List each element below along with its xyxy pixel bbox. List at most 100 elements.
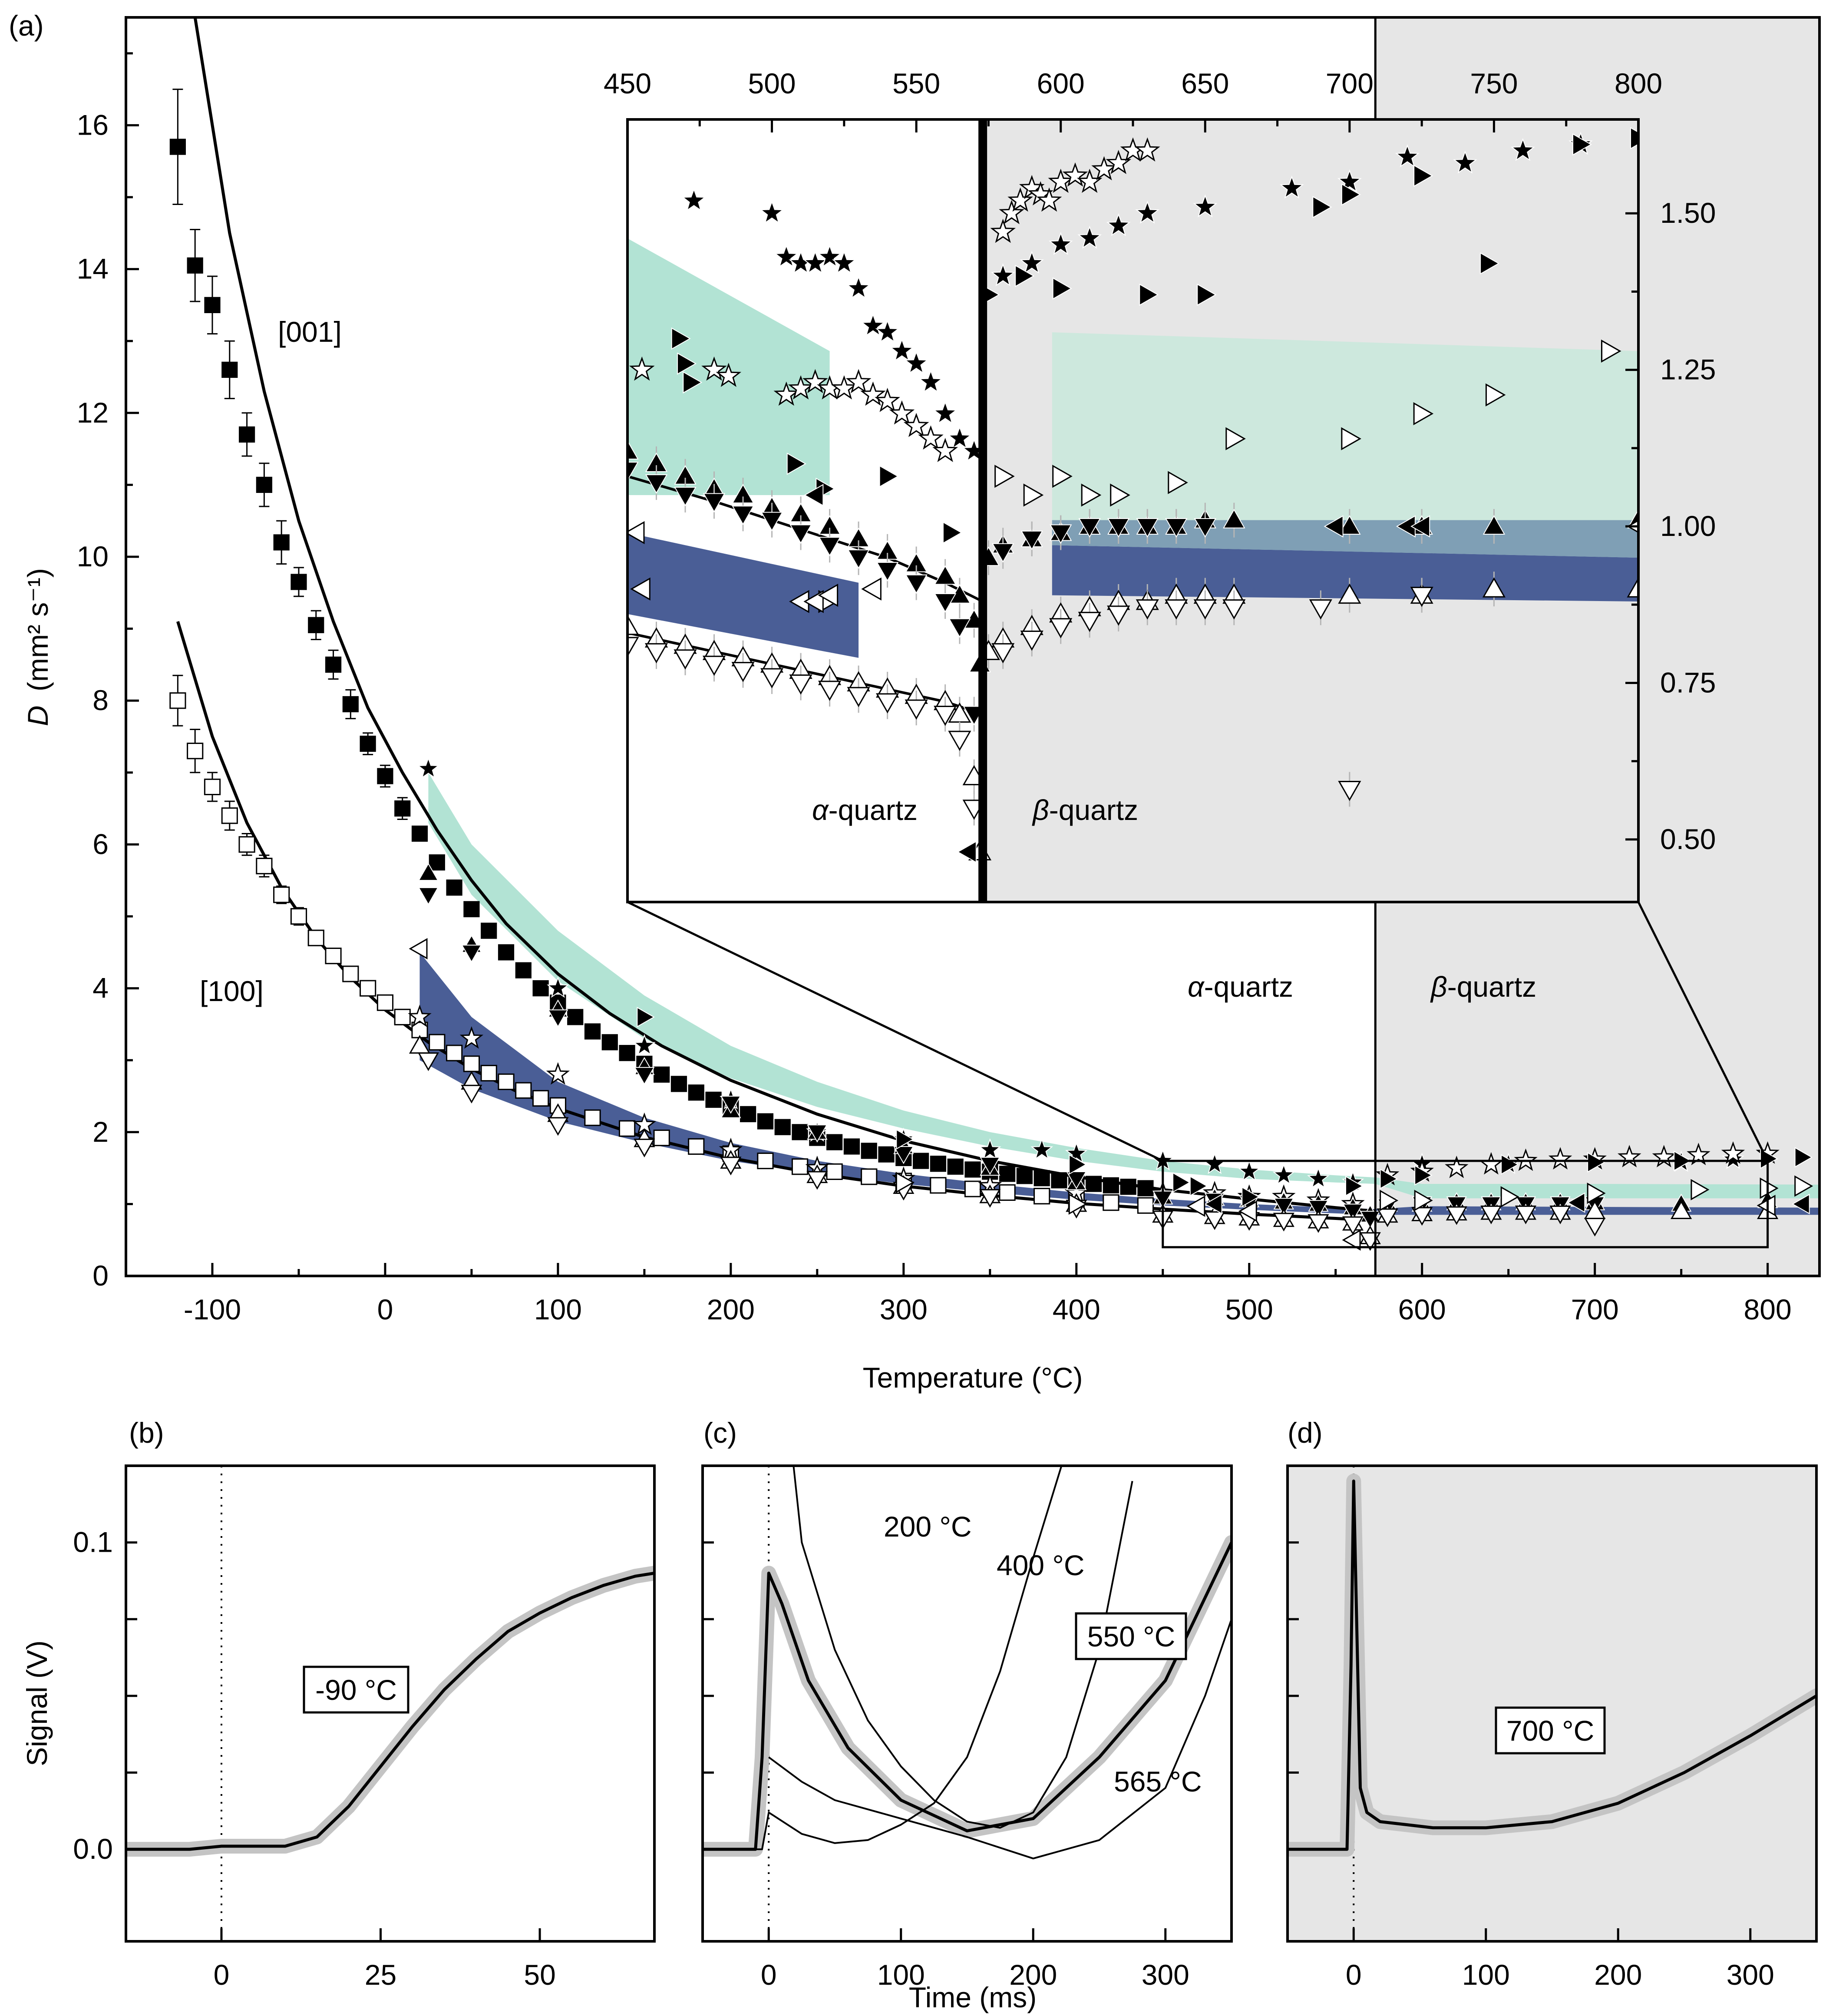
inset-point-7 bbox=[1136, 599, 1159, 620]
inset-point-1 bbox=[875, 387, 900, 412]
data-point-1 bbox=[999, 1184, 1016, 1201]
inset-point-0 bbox=[933, 401, 958, 424]
inset-point-2 bbox=[671, 327, 691, 350]
inset-point-5 bbox=[905, 574, 928, 594]
inset-point-5 bbox=[703, 493, 726, 513]
signal-traces-c bbox=[703, 1466, 1232, 1941]
inset-point-1 bbox=[629, 356, 655, 381]
signal-chart-d: 0 100 200 300 (d) 700 °C bbox=[1286, 1417, 1818, 1991]
x-tick-label: 100 bbox=[877, 1959, 925, 1991]
data-point-0 bbox=[394, 800, 411, 817]
data-point-1 bbox=[394, 1008, 411, 1025]
inset-point-5 bbox=[732, 506, 754, 525]
data-point-9 bbox=[1691, 1179, 1710, 1200]
frame-d bbox=[1286, 1464, 1818, 1943]
inset-point-6 bbox=[627, 615, 639, 635]
data-point-0 bbox=[342, 696, 359, 713]
data-point-0 bbox=[878, 1146, 895, 1163]
data-point-0 bbox=[481, 922, 497, 939]
inset-point-7 bbox=[627, 637, 639, 657]
inset-point-6 bbox=[1482, 577, 1506, 598]
inset-point-5 bbox=[645, 474, 668, 494]
beta-quartz-label: β-quartz bbox=[1430, 971, 1536, 1003]
axis-ticks: -100 0 100 200 300 400 500 600 700 800 0 2 4 6 8 10 12 14… bbox=[77, 52, 1792, 1325]
data-point-1 bbox=[169, 692, 186, 709]
axis-ticks-d: 0 100 200 300 bbox=[1288, 1541, 1774, 1991]
data-point-0 bbox=[325, 656, 342, 673]
x-tick-label: 200 bbox=[1594, 1959, 1642, 1991]
data-point-3 bbox=[1548, 1147, 1572, 1170]
data-point-1 bbox=[204, 778, 221, 796]
inset-point-7 bbox=[702, 655, 726, 676]
inset-point-1 bbox=[831, 375, 857, 400]
inset-point-7 bbox=[1309, 599, 1332, 620]
data-point-5 bbox=[1066, 1171, 1087, 1190]
x-tick-label: 500 bbox=[1225, 1293, 1273, 1325]
inset-point-2 bbox=[1480, 252, 1500, 275]
y-tick-label: 0 bbox=[92, 1259, 109, 1292]
inset-point-1 bbox=[1134, 137, 1160, 162]
inset-x-tick-label: 550 bbox=[892, 67, 940, 99]
signal-trace bbox=[703, 1542, 1232, 1851]
inset-point-1 bbox=[773, 381, 799, 406]
data-point-5 bbox=[807, 1124, 828, 1143]
data-point-1 bbox=[480, 1064, 497, 1082]
inset-x-tick-label: 650 bbox=[1181, 67, 1229, 99]
label-550c: 550 °C bbox=[1087, 1620, 1176, 1652]
x-tick-label: 600 bbox=[1398, 1293, 1446, 1325]
data-point-3 bbox=[459, 1026, 484, 1049]
inset-point-0 bbox=[1135, 200, 1160, 224]
data-point-10 bbox=[1567, 1192, 1585, 1213]
data-point-11 bbox=[1342, 1229, 1361, 1251]
inset-point-3 bbox=[1413, 402, 1434, 426]
inset-point-5 bbox=[1136, 518, 1159, 538]
data-point-0 bbox=[861, 1143, 877, 1159]
inset-point-2 bbox=[1572, 133, 1592, 156]
data-point-0 bbox=[256, 476, 272, 493]
inset-point-0 bbox=[682, 188, 706, 212]
inset-point-2 bbox=[1015, 264, 1035, 288]
x-tick-label: 300 bbox=[1727, 1959, 1774, 1991]
data-point-8 bbox=[1414, 1165, 1433, 1186]
x-tick-label: 100 bbox=[534, 1293, 582, 1325]
data-point-0 bbox=[913, 1153, 929, 1169]
inset-point-5 bbox=[1049, 524, 1072, 544]
data-point-2 bbox=[1065, 1142, 1088, 1163]
inset-point-5 bbox=[674, 486, 697, 506]
inset-x-tick-label: 750 bbox=[1470, 67, 1518, 99]
inset-point-7 bbox=[1078, 611, 1101, 632]
inset-point-7 bbox=[1222, 599, 1246, 620]
data-point-2 bbox=[547, 976, 569, 998]
data-point-11 bbox=[1186, 1195, 1205, 1217]
inset-point-2 bbox=[1197, 283, 1217, 306]
inset-point-5 bbox=[1078, 518, 1101, 538]
inset-point-0 bbox=[832, 251, 856, 274]
data-point-8 bbox=[637, 1007, 655, 1028]
data-point-9 bbox=[1068, 1193, 1087, 1215]
inset-y-tick-label: 1.00 bbox=[1660, 510, 1716, 542]
data-point-7 bbox=[1342, 1216, 1364, 1235]
inset-point-7 bbox=[1193, 599, 1217, 620]
y-tick-label: 16 bbox=[77, 109, 109, 141]
data-point-0 bbox=[740, 1106, 756, 1123]
inset-point-8 bbox=[804, 484, 824, 506]
inset-point-0 bbox=[1106, 213, 1131, 236]
inset-point-1 bbox=[1062, 162, 1088, 187]
data-point-0 bbox=[999, 1166, 1016, 1182]
inset-alpha-label: α-quartz bbox=[812, 794, 918, 826]
data-point-0 bbox=[360, 735, 376, 752]
data-point-0 bbox=[947, 1158, 964, 1175]
inset-point-5 bbox=[1194, 518, 1217, 538]
data-point-0 bbox=[826, 1134, 843, 1150]
signal-trace-thin bbox=[703, 1466, 1063, 1851]
data-point-0 bbox=[463, 901, 480, 918]
inset-data-points bbox=[627, 127, 1638, 869]
data-point-11 bbox=[409, 938, 428, 960]
data-point-9 bbox=[1414, 1190, 1433, 1211]
data-point-3 bbox=[1687, 1143, 1710, 1165]
inset-point-5 bbox=[818, 537, 841, 557]
data-point-7 bbox=[1377, 1208, 1398, 1227]
inset-point-7 bbox=[731, 662, 755, 682]
inset-point-7 bbox=[876, 693, 899, 714]
inset-point-3 bbox=[1601, 339, 1621, 363]
